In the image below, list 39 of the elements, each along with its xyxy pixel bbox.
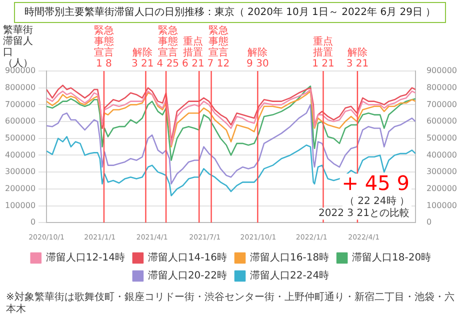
ref-line-label: 重点措置 1 21 [312, 36, 334, 70]
y2-tick-label: 0 [426, 218, 432, 227]
y2-tick-label: 600000 [426, 116, 458, 126]
annotation: + 45 9 [342, 170, 410, 195]
y-tick-label: 300000 [4, 167, 36, 176]
y2-tick-label: 900000 [426, 66, 458, 76]
y-tick-label: 900000 [4, 66, 36, 76]
legend-label: 滞留人口20-22時 [148, 270, 228, 282]
legend-label: 滞留人口12-14時 [46, 252, 125, 264]
y2-tick-label: 400000 [426, 150, 458, 160]
y2-tick-label: 200000 [426, 184, 458, 193]
ref-line-label: 解除 9 30 [246, 46, 269, 70]
y2-tick-label: 100000 [426, 200, 458, 210]
y2-tick-label: 300000 [426, 167, 458, 176]
y-tick-label: 700000 [4, 100, 36, 109]
legend-label: 滞留人口16-18時 [250, 252, 330, 264]
y2-tick-label: 800000 [426, 82, 458, 92]
y-tick-label: 500000 [4, 133, 36, 142]
y-tick-label: 600000 [4, 116, 36, 126]
text: ※対象繁華街は歌舞伎町・銀座コリドー街・渋谷センター街・上野仲町通り・新宿二丁目・池袋・六本木 [6, 292, 456, 316]
ref-line-label: 重点措置 6 21 [182, 36, 204, 70]
legend-label: 滞留人口14-16時 [148, 252, 228, 264]
y-tick-label: 800000 [4, 82, 36, 92]
annotation: （ 22 24時 ） [344, 195, 410, 208]
y-tick-label: 100000 [4, 200, 36, 210]
chart-title: 時間帯別主要繁華街滞留人口の日別推移：東京（ 2020年 10月 1日～ 2022年 6月 29日 ） [14, 2, 446, 23]
y-tick-label: 200000 [4, 184, 36, 193]
y2-tick-label: 500000 [426, 133, 458, 142]
ref-line-label: 解除 3 21 [346, 46, 369, 70]
ref-line-label: 緊急事態宣言 1 8 [94, 24, 114, 70]
ref-line-label: 緊急事態宣言 4 25 [156, 24, 180, 70]
legend-label: 滞留人口22-24時 [250, 270, 330, 282]
y-tick-label: 400000 [4, 150, 36, 160]
y-tick-label: 0 [30, 218, 36, 227]
ref-line-label: 解除 3 21 [132, 46, 154, 70]
legend-label: 滞留人口18-20時 [352, 252, 432, 264]
y2-tick-label: 700000 [426, 100, 458, 109]
ref-line-label: 緊急事態宣言 7 12 [207, 24, 230, 70]
annotation: 2022 3 21との比較 [318, 207, 410, 220]
